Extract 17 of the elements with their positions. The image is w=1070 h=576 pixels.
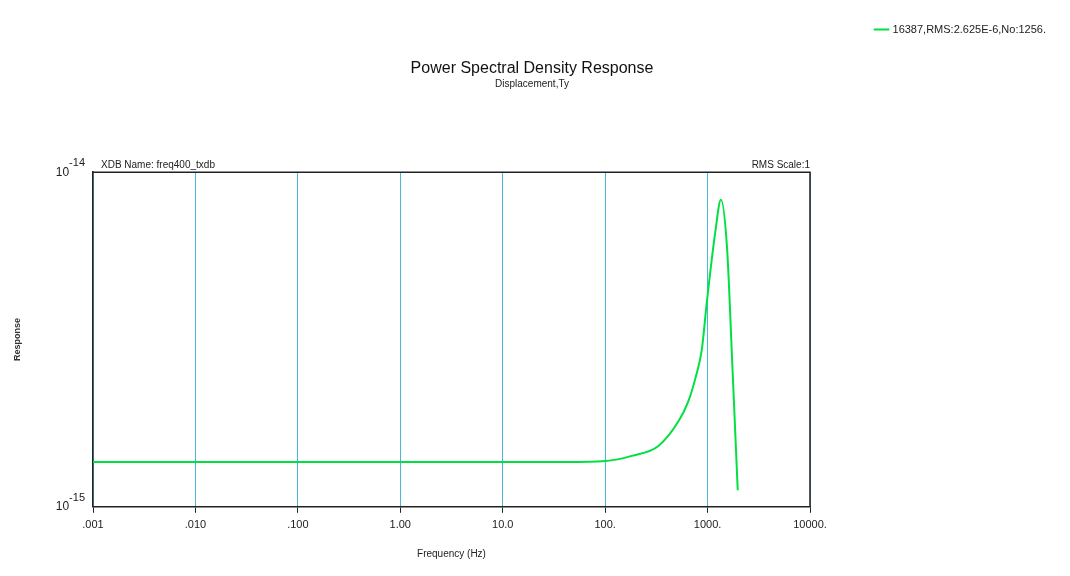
y-axis-title: Response [11, 317, 22, 362]
x-axis-title: Frequency (Hz) [417, 547, 486, 559]
x-tick-label: 10.0 [492, 518, 514, 531]
x-tick-label: 1.00 [389, 518, 411, 531]
chart-subtitle: Displacement,Ty [495, 77, 569, 89]
text: XDB Name: freq400_txdb [101, 158, 216, 170]
x-tick-label: .010 [184, 518, 207, 531]
text: RMS Scale:1 [751, 158, 811, 170]
legend-label: 16387,RMS:2.625E-6,No:1256. [892, 22, 1047, 35]
x-tick-label: .001 [82, 518, 104, 531]
chart-title: Power Spectral Density Response [410, 59, 654, 77]
x-tick-label: .100 [287, 518, 309, 531]
x-tick-label: 10000. [793, 518, 827, 531]
x-tick-label: 1000. [693, 518, 722, 531]
x-tick-label: 100. [594, 518, 616, 531]
y-tick-label: 10-14 [55, 156, 86, 179]
y-tick-label: 10-15 [55, 490, 86, 514]
